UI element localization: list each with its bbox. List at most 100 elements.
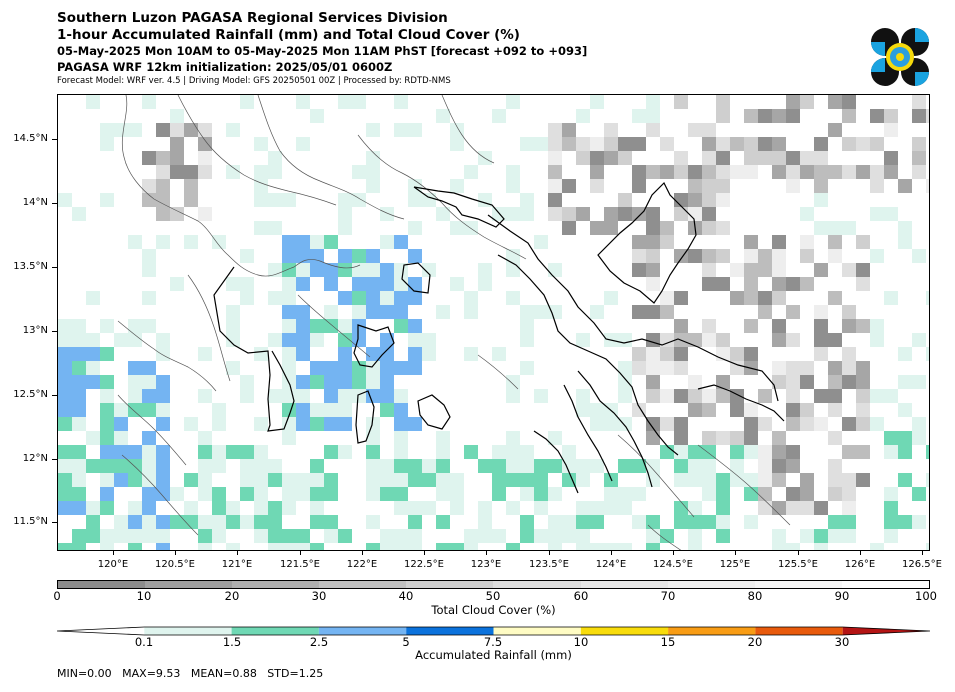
grid-cell: [702, 431, 716, 445]
grid-cell: [688, 333, 702, 347]
grid-cell: [128, 529, 142, 543]
grid-cell: [786, 417, 800, 431]
grid-cell: [786, 151, 800, 165]
grid-cell: [744, 319, 758, 333]
grid-cell: [604, 207, 618, 221]
rain-tick-label: 0.1: [134, 635, 154, 649]
rain-tick-label: 7.5: [483, 635, 503, 649]
cloud-colorbar-segment: [145, 581, 233, 588]
grid-cell: [912, 487, 926, 501]
grid-cell: [744, 277, 758, 291]
grid-cell: [912, 515, 926, 529]
rain-tick-label: 15: [660, 635, 676, 649]
grid-cell: [394, 291, 408, 305]
grid-cell: [380, 347, 394, 361]
grid-cell: [184, 417, 198, 431]
grid-cell: [254, 501, 268, 515]
grid-cell: [604, 291, 618, 305]
grid-cell: [758, 151, 772, 165]
grid-cell: [702, 445, 716, 459]
rain-colorbar-segment: [842, 627, 930, 635]
grid-cell: [716, 501, 730, 515]
grid-cell: [618, 193, 632, 207]
grid-cell: [58, 459, 72, 473]
grid-cell: [842, 319, 856, 333]
lon-tick: [611, 551, 612, 555]
grid-cell: [72, 445, 86, 459]
grid-cell: [660, 529, 674, 543]
grid-cell: [366, 361, 380, 375]
grid-cell: [240, 459, 254, 473]
grid-cell: [786, 487, 800, 501]
cloud-tick-label: 100: [915, 589, 937, 603]
grid-cell: [240, 249, 254, 263]
grid-cell: [380, 235, 394, 249]
grid-cell: [828, 165, 842, 179]
grid-cell: [632, 487, 646, 501]
grid-cell: [142, 151, 156, 165]
grid-cell: [128, 473, 142, 487]
grid-cell: [268, 459, 282, 473]
grid-cell: [156, 417, 170, 431]
grid-cell: [576, 109, 590, 123]
grid-cell: [58, 487, 72, 501]
grid-cell: [366, 431, 380, 445]
grid-cell: [198, 347, 212, 361]
grid-cell: [660, 361, 674, 375]
grid-cell: [828, 473, 842, 487]
grid-cell: [380, 487, 394, 501]
grid-cell: [156, 165, 170, 179]
grid-cell: [408, 347, 422, 361]
grid-cell: [268, 473, 282, 487]
lat-label: 13.5°N: [13, 261, 48, 272]
grid-cell: [296, 473, 310, 487]
grid-cell: [142, 431, 156, 445]
cloud-tick-label: 30: [311, 589, 327, 603]
grid-cell: [856, 445, 870, 459]
grid-cell: [716, 165, 730, 179]
map-title: Southern Luzon PAGASA Regional Services …: [57, 10, 448, 26]
grid-cell: [702, 263, 716, 277]
grid-cell: [548, 529, 562, 543]
grid-cell: [408, 473, 422, 487]
grid-cell: [828, 487, 842, 501]
grid-cell: [842, 263, 856, 277]
grid-cell: [674, 193, 688, 207]
grid-cell: [282, 333, 296, 347]
grid-cell: [828, 431, 842, 445]
grid-cell: [338, 207, 352, 221]
lon-label: 120.5°E: [155, 559, 195, 570]
grid-cell: [142, 459, 156, 473]
grid-cell: [240, 487, 254, 501]
grid-cell: [296, 375, 310, 389]
grid-cell: [100, 501, 114, 515]
grid-cell: [702, 207, 716, 221]
grid-cell: [72, 347, 86, 361]
grid-cell: [618, 333, 632, 347]
grid-cell: [408, 361, 422, 375]
grid-cell: [534, 459, 548, 473]
grid-cell: [912, 431, 926, 445]
lon-label: 123.5°E: [529, 559, 569, 570]
grid-cell: [324, 473, 338, 487]
grid-cell: [100, 193, 114, 207]
grid-cell: [660, 291, 674, 305]
grid-cell: [366, 123, 380, 137]
cloud-colorbar-segment: [580, 581, 668, 588]
grid-cell: [786, 375, 800, 389]
grid-cell: [226, 319, 240, 333]
grid-cell: [114, 403, 128, 417]
init-time: PAGASA WRF 12km initialization: 2025/05/…: [57, 60, 393, 74]
grid-cell: [506, 179, 520, 193]
grid-cell: [758, 249, 772, 263]
grid-cell: [786, 543, 800, 550]
grid-cell: [212, 403, 226, 417]
grid-cell: [58, 417, 72, 431]
grid-cell: [506, 459, 520, 473]
grid-cell: [394, 305, 408, 319]
grid-cell: [730, 445, 744, 459]
grid-cell: [730, 347, 744, 361]
grid-cell: [674, 445, 688, 459]
grid-cell: [198, 473, 212, 487]
grid-cell: [828, 333, 842, 347]
